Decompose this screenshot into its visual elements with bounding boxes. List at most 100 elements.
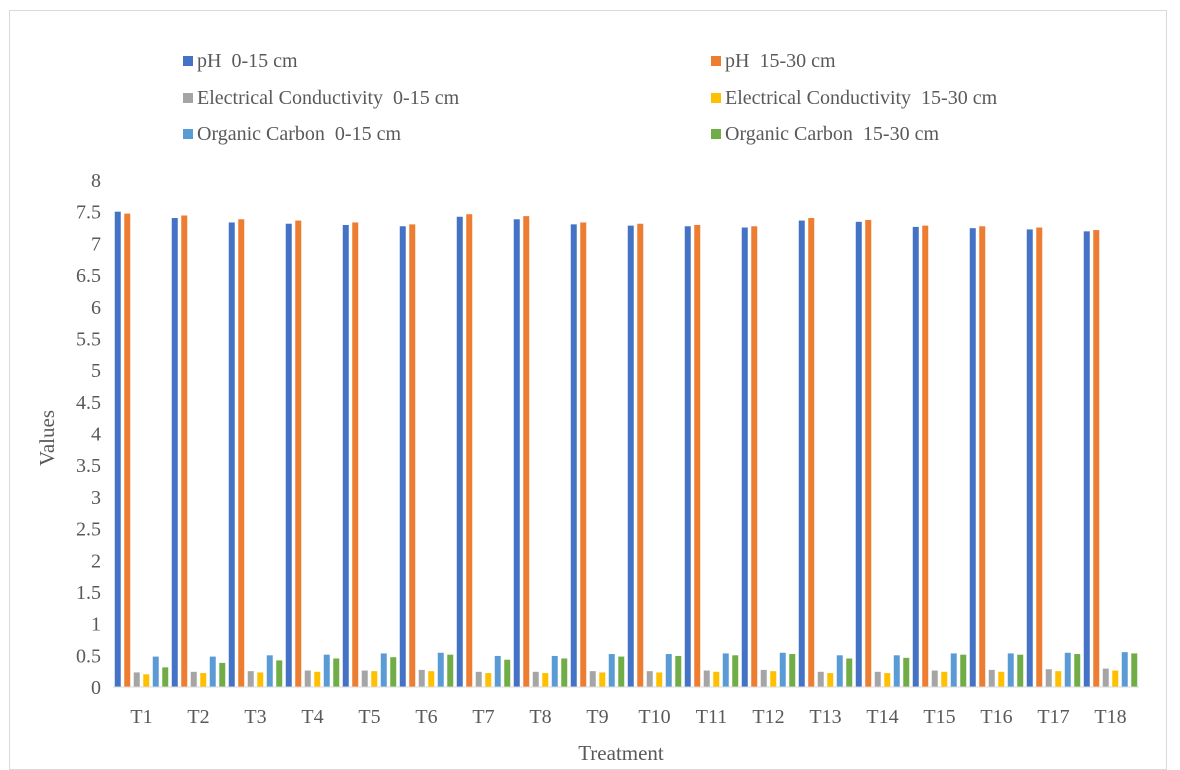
bar-t16-series-5 <box>1007 653 1014 687</box>
bar-t14-series-6 <box>903 657 910 687</box>
x-tick-label: T13 <box>809 706 841 728</box>
bar-t1-series-2 <box>124 213 131 687</box>
bar-t16-series-6 <box>1017 654 1024 687</box>
bar-t11-series-3 <box>703 670 710 687</box>
y-tick-label: 6.5 <box>76 265 101 287</box>
bar-t7-series-2 <box>466 214 473 687</box>
bar-t14-series-3 <box>874 671 881 687</box>
bar-t11-series-2 <box>694 224 701 687</box>
x-tick-label: T9 <box>586 706 608 728</box>
x-tick-label: T11 <box>696 706 727 728</box>
y-tick-label: 1.5 <box>76 582 101 604</box>
x-axis-ticks: T1 T2 T3 T4 T5 T6 T7 T8 T9 T10 T11 T12 T13 T14 T15 T16 T… <box>130 706 1126 728</box>
bar-t2-series-5 <box>209 656 216 687</box>
bar-t7-series-3 <box>475 671 482 687</box>
bar-t14-series-5 <box>893 655 900 687</box>
bar-t11-series-6 <box>732 655 739 687</box>
bar-t8-series-6 <box>561 658 568 687</box>
bar-t12-series-6 <box>789 654 796 687</box>
bar-t4-series-2 <box>295 220 302 687</box>
bar-t1-series-6 <box>162 667 169 687</box>
bar-t8-series-5 <box>551 655 558 687</box>
bar-t9-series-5 <box>608 654 615 687</box>
bar-t7-series-5 <box>494 655 501 687</box>
legend-swatch <box>711 93 721 103</box>
bar-t13-series-2 <box>808 218 815 687</box>
bar-t3-series-6 <box>276 660 283 687</box>
bar-t10-series-2 <box>637 223 644 687</box>
bar-t9-series-2 <box>580 222 587 687</box>
y-tick-label: 6 <box>91 297 101 319</box>
x-tick-label: T3 <box>244 706 266 728</box>
bar-t3-series-3 <box>247 671 254 687</box>
legend-label: Electrical Conductivity 0-15 cm <box>197 87 460 109</box>
y-axis-ticks: 0 0.5 1 1.5 2 2.5 3 3.5 4 4.5 5 5.5 6 6.5 7 7.5 8 <box>76 170 101 699</box>
y-tick-label: 8 <box>91 170 101 192</box>
y-tick-label: 5.5 <box>76 328 101 350</box>
bar-t13-series-5 <box>836 655 843 687</box>
bar-t8-series-2 <box>523 216 530 687</box>
legend-label: pH 15-30 cm <box>725 50 836 72</box>
y-tick-label: 2 <box>91 550 101 572</box>
bar-t10-series-3 <box>646 671 653 687</box>
bar-t11-series-4 <box>713 671 720 687</box>
bar-t15-series-2 <box>922 225 929 687</box>
bar-t12-series-4 <box>770 671 777 687</box>
y-tick-label: 4.5 <box>76 392 101 414</box>
bar-t10-series-6 <box>675 655 682 687</box>
bar-t14-series-1 <box>855 221 862 687</box>
bar-t1-series-4 <box>143 674 150 687</box>
bar-t6-series-4 <box>428 671 435 687</box>
legend-label: pH 0-15 cm <box>197 50 298 72</box>
legend-swatch <box>183 129 193 139</box>
bar-t4-series-6 <box>333 658 340 687</box>
bar-t1-series-1 <box>114 211 121 687</box>
bar-t17-series-3 <box>1045 669 1052 687</box>
y-tick-label: 0 <box>91 677 101 699</box>
bar-t2-series-6 <box>219 662 226 687</box>
y-tick-label: 1 <box>91 614 101 636</box>
bar-t4-series-3 <box>304 670 311 687</box>
bar-t14-series-2 <box>865 219 872 687</box>
bar-t5-series-6 <box>390 657 397 687</box>
bar-t14-series-4 <box>884 673 891 687</box>
bar-t8-series-4 <box>542 673 549 687</box>
x-tick-label: T18 <box>1094 706 1126 728</box>
x-tick-label: T12 <box>752 706 784 728</box>
y-tick-label: 5 <box>91 360 101 382</box>
bar-t13-series-4 <box>827 673 834 687</box>
bar-t18-series-6 <box>1131 653 1138 687</box>
bar-t9-series-1 <box>570 224 577 688</box>
bar-t9-series-6 <box>618 656 625 687</box>
x-tick-label: T14 <box>866 706 898 728</box>
bar-t17-series-5 <box>1064 652 1071 687</box>
bar-t12-series-1 <box>741 227 748 687</box>
bar-t16-series-2 <box>979 226 986 688</box>
bar-t6-series-2 <box>409 224 416 688</box>
bar-t9-series-3 <box>589 671 596 687</box>
legend-swatch <box>711 56 721 66</box>
bar-t18-series-4 <box>1112 670 1119 687</box>
x-tick-label: T7 <box>472 706 494 728</box>
bar-t5-series-4 <box>371 671 378 687</box>
bar-t6-series-6 <box>447 654 454 687</box>
bar-t17-series-2 <box>1036 227 1043 687</box>
y-tick-label: 2.5 <box>76 519 101 541</box>
x-tick-label: T1 <box>130 706 152 728</box>
bar-t16-series-1 <box>969 228 976 688</box>
bar-t15-series-3 <box>931 670 938 687</box>
bar-t2-series-3 <box>190 671 197 687</box>
bar-t15-series-4 <box>941 671 948 687</box>
bar-t7-series-4 <box>485 673 492 687</box>
x-axis-title: Treatment <box>578 741 664 765</box>
bar-t3-series-5 <box>266 655 273 687</box>
legend: pH 0-15 cm pH 15-30 cm Electrical Conducti… <box>183 50 998 145</box>
bar-t4-series-5 <box>323 654 330 687</box>
bar-t16-series-3 <box>988 669 995 687</box>
bar-t11-series-5 <box>722 653 729 687</box>
bar-t5-series-1 <box>342 224 349 687</box>
legend-label: Organic Carbon 15-30 cm <box>725 123 939 145</box>
bar-t16-series-4 <box>998 671 1005 687</box>
bar-t12-series-3 <box>760 669 767 687</box>
x-tick-label: T16 <box>980 706 1012 728</box>
